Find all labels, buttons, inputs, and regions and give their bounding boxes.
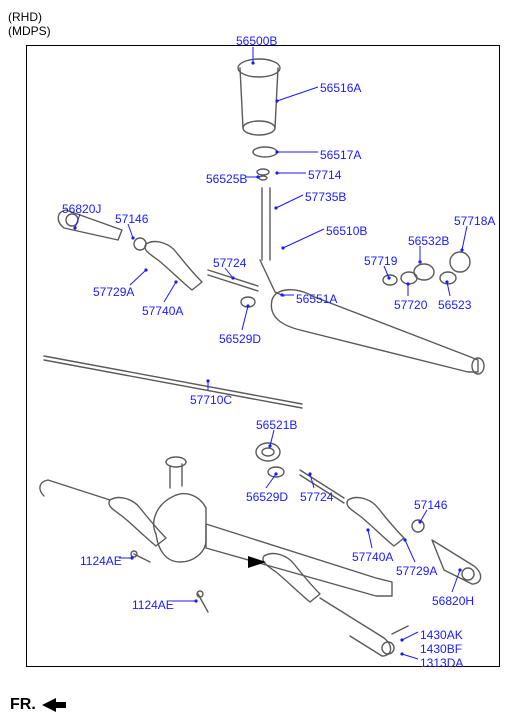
part-label-1124ae-2: 1124AE (132, 598, 174, 612)
part-label-57710c: 57710C (190, 393, 232, 407)
part-label-56532b: 56532B (408, 234, 449, 248)
part-label-56529d-2: 56529D (246, 490, 288, 504)
part-label-56525b: 56525B (206, 172, 247, 186)
part-label-56521b: 56521B (256, 418, 297, 432)
part-label-57146-2: 57146 (414, 498, 447, 512)
part-label-57740a-2: 57740A (352, 550, 393, 564)
part-label-57146: 57146 (115, 212, 148, 226)
part-label-57735b: 57735B (305, 190, 346, 204)
part-label-1430bf: 1430BF (420, 642, 462, 656)
part-label-56820h: 56820H (432, 594, 474, 608)
part-label-57729a: 57729A (93, 285, 134, 299)
part-label-1430ak: 1430AK (420, 628, 463, 642)
fr-label: FR. (10, 696, 36, 714)
part-label-56820j: 56820J (62, 202, 101, 216)
diagram-canvas: (RHD) (MDPS) (0, 0, 517, 727)
part-label-56551a: 56551A (296, 292, 337, 306)
part-label-56523: 56523 (438, 298, 471, 312)
part-label-1313da: 1313DA (420, 656, 463, 670)
part-label-57714: 57714 (308, 168, 341, 182)
diagram-svg (0, 0, 517, 727)
part-label-57729a-2: 57729A (396, 564, 437, 578)
part-label-56517a: 56517A (320, 148, 361, 162)
part-label-57724-2: 57724 (300, 490, 333, 504)
part-label-1124ae: 1124AE (80, 554, 122, 568)
part-label-56500b: 56500B (236, 34, 277, 48)
part-label-56516a: 56516A (320, 81, 361, 95)
part-label-56529d: 56529D (219, 332, 261, 346)
part-label-57719: 57719 (364, 254, 397, 268)
part-label-57720: 57720 (394, 298, 427, 312)
part-label-57740a: 57740A (142, 304, 183, 318)
fr-arrow-icon (40, 696, 68, 714)
part-label-57724: 57724 (213, 256, 246, 270)
part-label-56510b: 56510B (326, 224, 367, 238)
part-label-57718a: 57718A (454, 214, 495, 228)
